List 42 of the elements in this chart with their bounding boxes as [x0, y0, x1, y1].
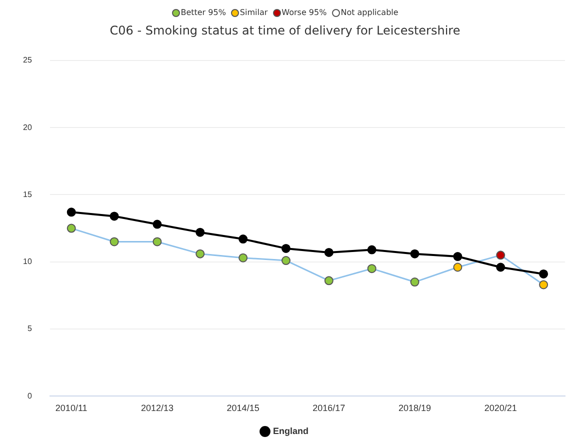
legend-label: England — [273, 426, 308, 436]
point — [324, 276, 334, 286]
point — [367, 264, 376, 274]
x-tick-label: 2018/19 — [398, 403, 432, 414]
point — [152, 220, 162, 229]
point — [110, 212, 119, 221]
point — [324, 248, 334, 257]
point — [496, 262, 506, 272]
point — [66, 208, 76, 217]
text: Similar — [238, 8, 268, 17]
point — [539, 280, 548, 290]
point — [453, 252, 462, 262]
text: Worse 95% — [280, 8, 327, 17]
point — [281, 244, 290, 253]
x-tick-label: 2012/13 — [140, 403, 174, 414]
point — [453, 262, 462, 272]
y-tick-label: 5 — [27, 324, 32, 334]
x-tick-label: 2014/15 — [226, 403, 260, 414]
x-tick-label: 2016/17 — [312, 403, 346, 414]
point — [367, 245, 376, 254]
point — [196, 228, 205, 237]
x-tick-label: 2010/11 — [55, 403, 88, 414]
point — [152, 237, 162, 246]
text: Not applicable — [340, 8, 398, 17]
x-tick-label: 2020/21 — [484, 403, 517, 414]
y-tick-label: 15 — [22, 190, 32, 199]
point — [110, 237, 119, 246]
point — [281, 256, 290, 266]
y-tick-label: 10 — [22, 257, 32, 266]
text: Better 95% — [180, 8, 226, 17]
point — [66, 224, 76, 233]
point — [410, 278, 420, 287]
point — [196, 249, 205, 258]
chart-title: C06 - Smoking status at time of delivery for Leicestershire — [110, 23, 460, 38]
y-tick-label: 0 — [27, 391, 32, 400]
y-tick-label: 20 — [22, 122, 32, 132]
y-tick-label: 25 — [22, 56, 32, 65]
point — [539, 269, 548, 278]
point — [410, 249, 420, 258]
point — [238, 234, 248, 244]
point — [496, 250, 506, 260]
point — [238, 253, 248, 262]
